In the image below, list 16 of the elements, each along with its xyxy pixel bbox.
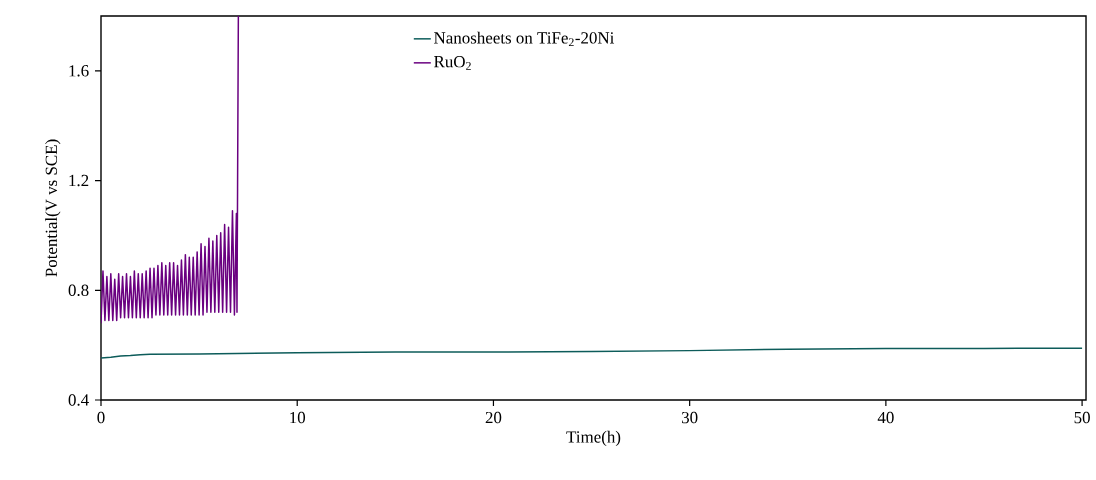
y-tick-label: 0.8 bbox=[68, 284, 89, 297]
line-series bbox=[101, 15, 240, 324]
y-tick-label: 0.4 bbox=[68, 394, 89, 406]
x-axis-title: Time(h) bbox=[566, 430, 621, 447]
y-axis-title: Potential(V vs SCE) bbox=[45, 139, 61, 277]
line-series bbox=[101, 347, 1083, 359]
x-tick-label: 10 bbox=[290, 411, 306, 424]
x-tick-label: 20 bbox=[485, 411, 502, 424]
x-tick-label: 50 bbox=[1074, 411, 1090, 424]
y-tick-label: 1.2 bbox=[69, 174, 89, 187]
x-tick-label: 30 bbox=[682, 411, 698, 424]
legend-label: Nanosheets on TiFe$_{2}$-20Ni bbox=[434, 31, 615, 47]
x-tick-label: 40 bbox=[877, 411, 894, 424]
x-tick-label: 0 bbox=[97, 411, 105, 424]
legend-label: RuO$_{2}$ bbox=[434, 55, 471, 70]
y-tick-label: 1.6 bbox=[69, 65, 89, 77]
